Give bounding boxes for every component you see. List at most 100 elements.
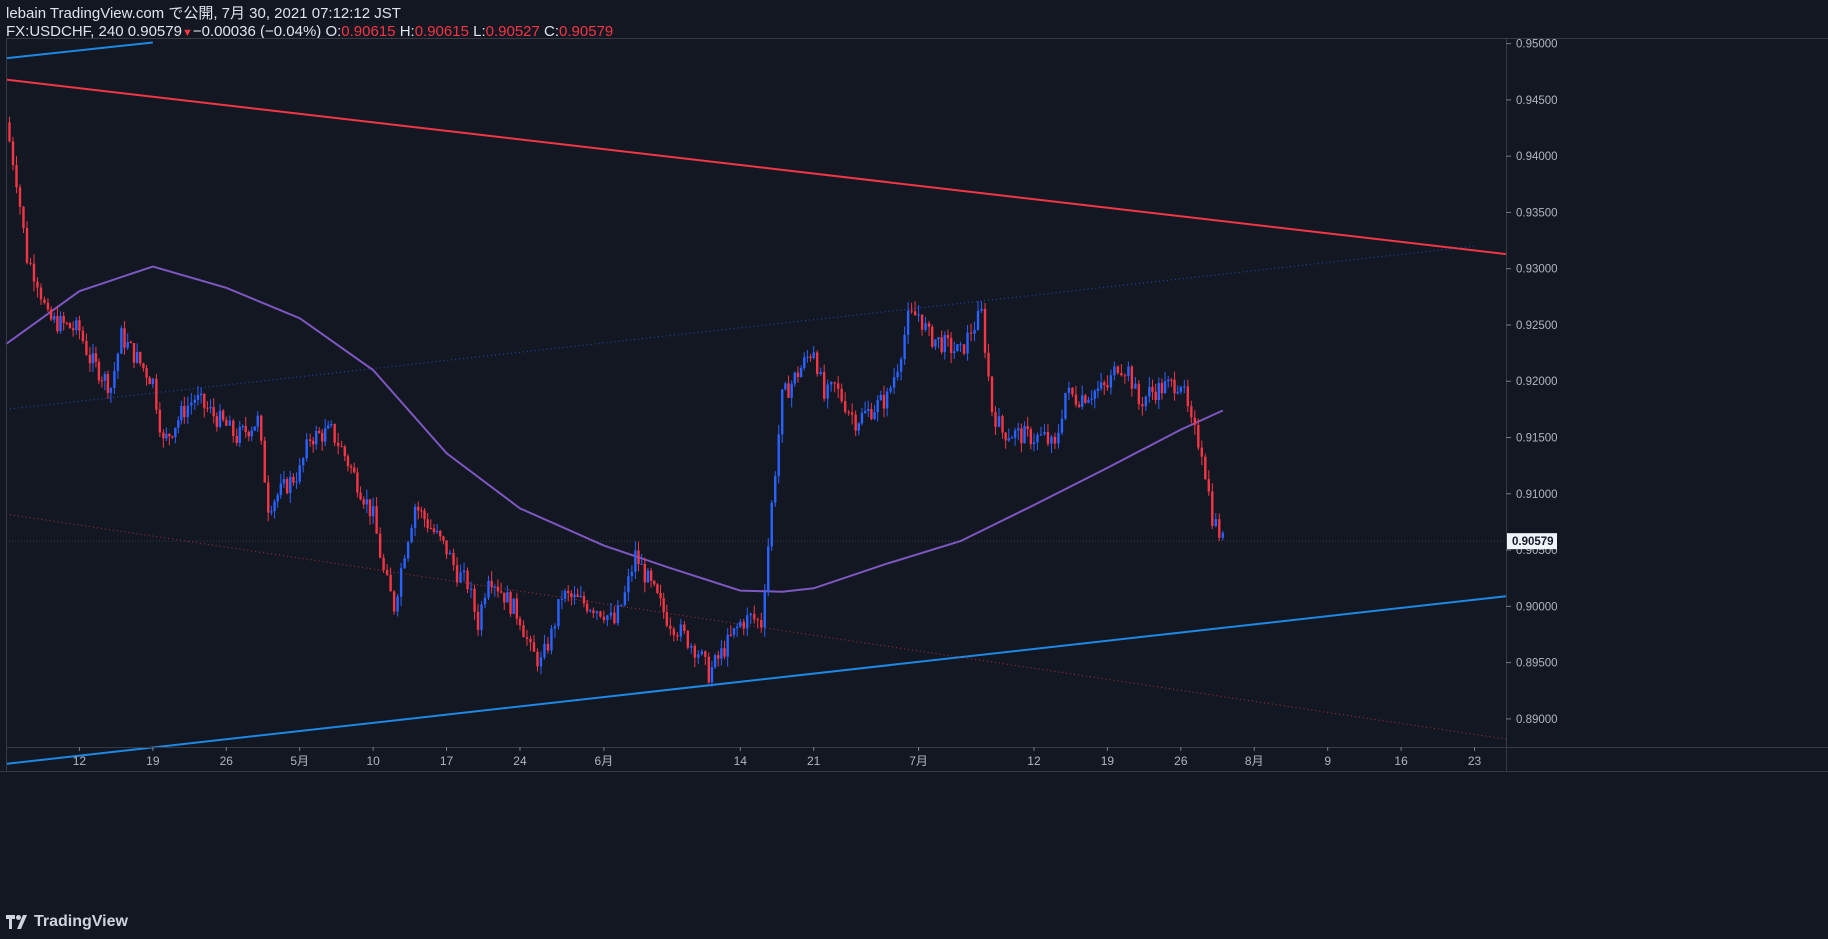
- candle-body: [579, 596, 583, 598]
- candle-body: [1026, 426, 1029, 430]
- tradingview-logo-icon: [6, 915, 27, 929]
- ohlc-legend[interactable]: FX:USDCHF, 240 0.90579▼−0.00036 (−0.04%)…: [6, 23, 613, 42]
- candle-body: [228, 420, 231, 426]
- candle-body: [1032, 442, 1036, 445]
- candle-body: [68, 323, 72, 329]
- candle-body: [1023, 426, 1026, 444]
- time-tick-label: 6月: [595, 754, 614, 768]
- candle-body: [263, 440, 266, 483]
- candle-body: [763, 591, 766, 628]
- candle-body: [920, 314, 924, 330]
- candle-body: [879, 394, 883, 401]
- candle-body: [630, 571, 634, 577]
- close-value: 0.90579: [559, 23, 614, 40]
- candle-body: [276, 495, 279, 502]
- time-tick-label: 24: [513, 754, 527, 768]
- candle-body: [326, 425, 330, 429]
- candle-body: [129, 341, 133, 344]
- candle-body: [1151, 386, 1154, 392]
- candle-body: [106, 374, 110, 393]
- candle-body: [665, 611, 669, 626]
- candle-body: [956, 344, 959, 352]
- candle-body: [924, 323, 927, 330]
- symbol-label[interactable]: FX:USDCHF, 240: [6, 23, 124, 40]
- candle-body: [1036, 434, 1039, 443]
- candle-body: [46, 302, 50, 310]
- candle-body: [65, 322, 69, 324]
- candle-body: [295, 481, 298, 483]
- candle-body: [943, 334, 947, 353]
- candle-body: [1157, 383, 1160, 401]
- candle-body: [1179, 386, 1183, 392]
- candle-body: [59, 316, 62, 332]
- candle-body: [382, 557, 385, 570]
- price-tick-label: 0.91000: [1516, 489, 1558, 501]
- candle-body: [100, 380, 104, 382]
- candle-body: [1127, 366, 1130, 377]
- candle-body: [423, 510, 426, 520]
- candle-body: [959, 344, 962, 346]
- candle-body: [679, 624, 683, 637]
- candle-body: [659, 592, 662, 599]
- price-tick-label: 0.89500: [1516, 658, 1558, 670]
- watermark-text: TradingView: [34, 913, 128, 930]
- candle-body: [927, 323, 931, 327]
- time-tick-label: 8月: [1245, 754, 1264, 768]
- candle-body: [627, 576, 630, 593]
- candle-body: [225, 419, 228, 426]
- last-price-label: 0.90579: [1512, 536, 1554, 548]
- candle-body: [746, 615, 749, 629]
- price-tick-label: 0.95000: [1516, 39, 1558, 51]
- candle-body: [767, 546, 770, 592]
- candle-body: [238, 426, 241, 443]
- candle-body: [990, 376, 994, 413]
- tradingview-watermark[interactable]: TradingView: [6, 913, 128, 931]
- high-label: H:: [399, 23, 415, 40]
- candle-body: [829, 382, 833, 385]
- candle-body: [232, 420, 235, 437]
- candle-body: [506, 592, 509, 603]
- candle-body: [976, 310, 980, 330]
- candle-body: [1099, 382, 1103, 389]
- candle-body: [413, 506, 417, 528]
- price-tick-label: 0.93000: [1516, 264, 1558, 276]
- price-tick-label: 0.91500: [1516, 433, 1558, 445]
- candle-body: [298, 465, 301, 482]
- candle-body: [522, 625, 525, 638]
- candle-body: [917, 314, 920, 316]
- publish-info: lebain TradingView.com で公開, 7月 30, 2021 …: [6, 5, 401, 22]
- candle-body: [85, 340, 88, 355]
- candle-body: [455, 565, 459, 583]
- candle-body: [429, 527, 433, 529]
- candle-body: [857, 423, 860, 431]
- candle-body: [546, 643, 550, 651]
- candle-body: [870, 409, 873, 419]
- candle-body: [949, 338, 953, 354]
- candle-body: [525, 637, 529, 639]
- candle-body: [396, 596, 399, 612]
- candle-body: [1096, 388, 1100, 392]
- candle-body: [602, 616, 606, 621]
- candle-body: [640, 563, 643, 565]
- trendline-support-lower: [5, 595, 1507, 765]
- candle-body: [392, 591, 396, 612]
- candle-body: [1148, 386, 1151, 397]
- candle-body: [646, 570, 650, 583]
- candle-body: [426, 519, 429, 528]
- candle-body: [168, 433, 171, 437]
- candle-body: [573, 594, 576, 598]
- open-value: 0.90615: [341, 23, 396, 40]
- candle-body: [770, 502, 773, 547]
- price-tick-label: 0.89000: [1516, 714, 1558, 726]
- candle-body: [710, 667, 714, 683]
- candle-body: [1046, 431, 1050, 444]
- candle-body: [493, 586, 497, 588]
- candle-body: [1043, 431, 1046, 435]
- candle-body: [1176, 391, 1179, 394]
- candle-body: [1190, 406, 1193, 418]
- candle-body: [323, 428, 327, 442]
- candle-body: [171, 436, 174, 438]
- candle-body: [196, 395, 200, 400]
- candle-body: [1211, 491, 1214, 526]
